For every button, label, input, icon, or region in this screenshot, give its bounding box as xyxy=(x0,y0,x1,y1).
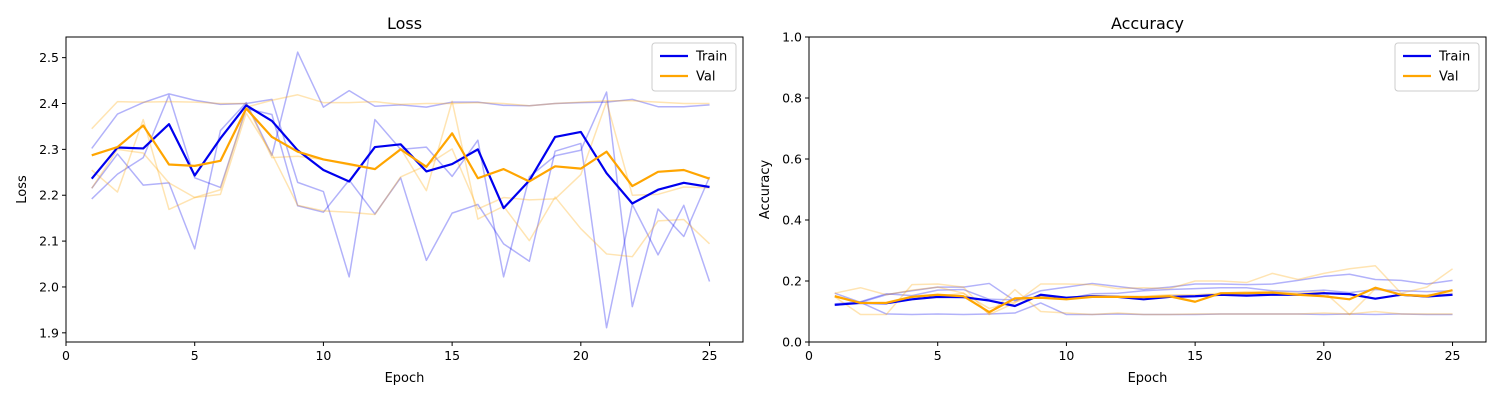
loss-faint-line-5 xyxy=(91,94,710,211)
accuracy-x-tick-label: 25 xyxy=(1445,348,1461,363)
loss-x-tick-label: 15 xyxy=(444,348,460,363)
accuracy-chart-title: Accuracy xyxy=(1111,14,1184,33)
loss-x-tick-label: 10 xyxy=(315,348,331,363)
loss-y-tick-label: 2.4 xyxy=(39,96,59,111)
accuracy-x-tick-label: 5 xyxy=(934,348,942,363)
loss-legend-label: Val xyxy=(696,70,715,85)
accuracy-y-tick-label: 0.4 xyxy=(782,213,802,228)
loss-y-axis-label: Loss xyxy=(15,175,30,204)
accuracy-plot-area xyxy=(809,37,1486,342)
accuracy-faint-line-1 xyxy=(834,273,1453,307)
accuracy-chart: 0 5 10 15 20 25 0.0 0.2 0.4 0.6 0.8 1.0 Accuracy Epoc… xyxy=(758,14,1487,386)
loss-x-tick-label: 25 xyxy=(702,348,718,363)
accuracy-faint-line-3 xyxy=(834,286,1453,305)
loss-y-tick-label: 1.9 xyxy=(39,325,59,340)
loss-faint-line-6 xyxy=(91,100,710,216)
accuracy-x-tick-label: 20 xyxy=(1316,348,1332,363)
loss-y-tick-label: 2.5 xyxy=(39,50,59,65)
accuracy-y-tick-label: 0.8 xyxy=(782,91,802,106)
loss-y-tick-label: 2.3 xyxy=(39,142,59,157)
loss-y-tick-label: 2.0 xyxy=(39,279,59,294)
loss-x-tick-label: 0 xyxy=(62,348,70,363)
loss-legend: Train Val xyxy=(651,42,737,92)
loss-x-tick-label: 20 xyxy=(573,348,589,363)
accuracy-faint-line-4 xyxy=(834,265,1453,316)
accuracy-x-axis-label: Epoch xyxy=(1128,371,1168,386)
loss-line-val xyxy=(91,107,710,188)
loss-chart-title: Loss xyxy=(387,14,422,33)
loss-x-tick-label: 5 xyxy=(191,348,199,363)
loss-plot-area xyxy=(66,37,743,342)
accuracy-y-tick-label: 0.2 xyxy=(782,274,802,289)
accuracy-line-train xyxy=(834,292,1453,308)
loss-chart: 0 5 10 15 20 25 1.9 2.0 2.1 2.2 2.3 2.4 2.5 Loss Epoch… xyxy=(15,14,744,386)
accuracy-legend-label: Val xyxy=(1439,70,1458,85)
accuracy-axes-frame xyxy=(808,36,1487,343)
loss-faint-line-3 xyxy=(91,94,711,329)
accuracy-line-val xyxy=(834,286,1453,314)
loss-y-tick-label: 2.2 xyxy=(39,188,59,203)
loss-axes-frame xyxy=(65,36,744,343)
accuracy-x-tick-label: 0 xyxy=(805,348,813,363)
accuracy-legend-label: Train xyxy=(1438,50,1470,65)
accuracy-y-axis-label: Accuracy xyxy=(758,160,773,220)
accuracy-faint-line-2 xyxy=(834,292,1453,316)
accuracy-x-tick-label: 15 xyxy=(1187,348,1203,363)
loss-faint-line-2 xyxy=(91,51,710,250)
loss-x-axis-label: Epoch xyxy=(385,371,425,386)
accuracy-legend: Train Val xyxy=(1394,42,1480,92)
accuracy-y-tick-label: 0.6 xyxy=(782,152,802,167)
loss-legend-label: Train xyxy=(695,50,727,65)
accuracy-faint-line-5 xyxy=(834,286,1453,316)
loss-y-tick-label: 2.1 xyxy=(39,234,59,249)
loss-line-train xyxy=(90,104,710,210)
accuracy-y-tick-label: 0.0 xyxy=(782,335,802,350)
accuracy-x-tick-label: 10 xyxy=(1058,348,1074,363)
accuracy-y-tick-label: 1.0 xyxy=(782,30,802,45)
